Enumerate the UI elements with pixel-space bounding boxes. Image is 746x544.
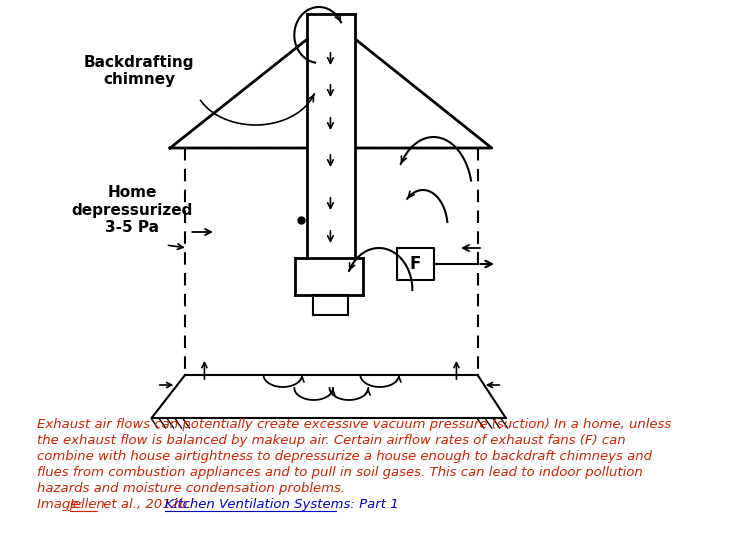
Text: F: F [410, 255, 421, 273]
Polygon shape [307, 14, 355, 258]
Text: hazards and moisture condensation problems.: hazards and moisture condensation proble… [37, 482, 345, 495]
Polygon shape [151, 375, 506, 418]
Text: .: . [337, 498, 342, 511]
Text: flues from combustion appliances and to pull in soil gases. This can lead to ind: flues from combustion appliances and to … [37, 466, 643, 479]
Text: Exhaust air flows can potentially create excessive vacuum pressure (suction) In : Exhaust air flows can potentially create… [37, 418, 671, 431]
Polygon shape [397, 248, 434, 280]
Polygon shape [170, 20, 492, 148]
Text: the exhaust flow is balanced by makeup air. Certain airflow rates of exhaust fan: the exhaust flow is balanced by makeup a… [37, 434, 626, 447]
Text: Image:: Image: [37, 498, 87, 511]
Text: Backdrafting
chimney: Backdrafting chimney [84, 55, 195, 88]
Text: et al., 2012b.: et al., 2012b. [98, 498, 195, 511]
Polygon shape [295, 258, 363, 295]
Text: Home
depressurized
3-5 Pa: Home depressurized 3-5 Pa [72, 185, 193, 235]
Text: Jellen: Jellen [69, 498, 105, 511]
Text: combine with house airtightness to depressurize a house enough to backdraft chim: combine with house airtightness to depre… [37, 450, 652, 463]
Polygon shape [313, 295, 348, 315]
Text: Kitchen Ventilation Systems: Part 1: Kitchen Ventilation Systems: Part 1 [165, 498, 398, 511]
